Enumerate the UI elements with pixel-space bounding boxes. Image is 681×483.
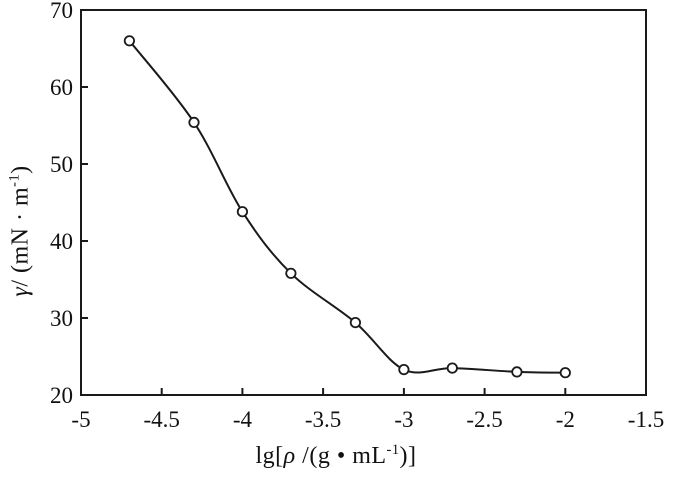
data-point-marker — [285, 267, 297, 279]
x-tick-label: -3 — [394, 407, 413, 432]
x-tick-label: -3.5 — [305, 407, 341, 432]
y-tick-label: 20 — [50, 383, 73, 408]
data-point-marker — [398, 363, 410, 376]
data-point-marker — [123, 35, 135, 47]
y-axis-title-units: / (mN · m — [7, 186, 34, 287]
data-point-marker — [446, 362, 458, 374]
x-tick-label: -2.5 — [466, 407, 502, 432]
data-point-marker — [188, 116, 200, 129]
y-tick-label: 70 — [50, 0, 73, 23]
y-tick-label: 50 — [50, 152, 73, 177]
rho-symbol: ρ — [283, 443, 296, 469]
x-axis-title-text: lg[ — [255, 443, 284, 469]
data-point-marker — [349, 316, 361, 329]
x-tick-label: -2 — [556, 407, 575, 432]
plot-frame — [80, 9, 647, 396]
data-curve — [128, 39, 567, 374]
x-tick-label: -4.5 — [143, 407, 179, 432]
x-tick-label: -5 — [71, 407, 90, 432]
y-axis-exponent: -1 — [6, 173, 23, 187]
gamma-symbol: γ — [7, 286, 34, 297]
x-axis-title: lg[ρ /(g • mL-1)] — [81, 443, 591, 470]
x-axis-exponent: -1 — [386, 442, 400, 458]
y-axis-title: γ/ (mN · m-1) — [6, 165, 35, 297]
data-point-marker — [236, 206, 248, 218]
y-tick-label: 60 — [50, 75, 73, 100]
y-tick-label: 40 — [50, 229, 73, 254]
x-tick-label: -1.5 — [628, 407, 664, 432]
x-tick-label: -4 — [233, 407, 253, 432]
data-point-marker — [559, 367, 571, 379]
data-point-marker — [511, 366, 523, 378]
x-axis-title-units: /(g • mL — [295, 443, 387, 469]
y-axis-title-close: ) — [7, 165, 34, 174]
y-tick-label: 30 — [50, 306, 73, 331]
x-axis-title-close: )] — [399, 443, 417, 469]
